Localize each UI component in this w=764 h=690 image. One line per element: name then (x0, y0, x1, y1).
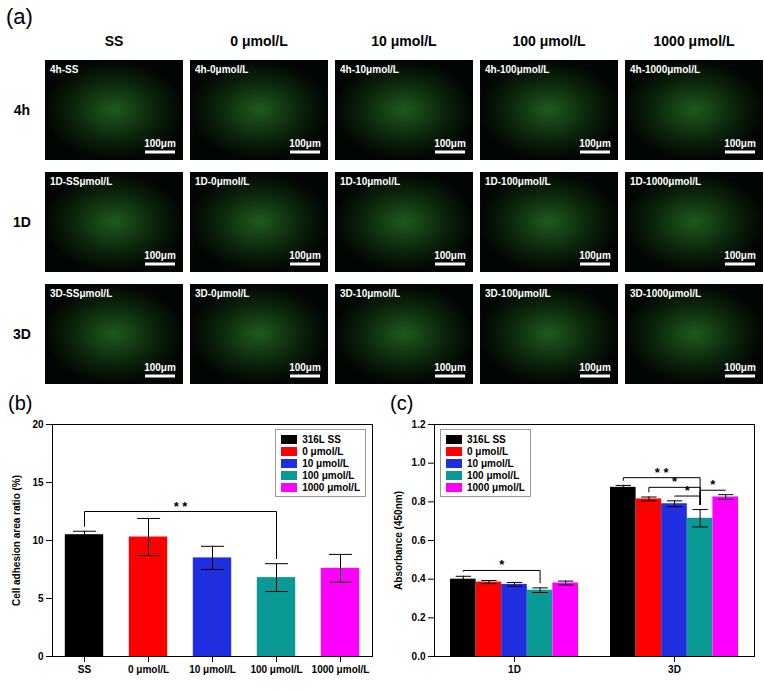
svg-text:* *: * * (655, 465, 670, 480)
svg-text:100μm: 100μm (724, 250, 756, 261)
svg-text:0.6: 0.6 (412, 535, 426, 546)
svg-text:100μm: 100μm (724, 138, 756, 149)
svg-text:4h-SS: 4h-SS (50, 64, 79, 75)
svg-text:3D-SSμmol/L: 3D-SSμmol/L (50, 288, 112, 299)
svg-text:0.4: 0.4 (412, 573, 426, 584)
svg-text:10 μmol/L: 10 μmol/L (189, 664, 236, 675)
svg-text:100μm: 100μm (144, 250, 176, 261)
svg-text:100μm: 100μm (289, 138, 321, 149)
svg-text:100μm: 100μm (144, 362, 176, 373)
svg-text:0: 0 (38, 651, 44, 662)
svg-text:*: * (685, 483, 691, 498)
svg-text:0.8: 0.8 (412, 496, 426, 507)
svg-text:(a): (a) (6, 4, 33, 29)
svg-text:100μm: 100μm (289, 362, 321, 373)
html-text:(b): (b) (8, 392, 33, 414)
svg-text:10: 10 (32, 535, 44, 546)
html-text:10 μmol/L: 10 μmol/L (467, 457, 514, 469)
svg-text:*: * (499, 557, 505, 572)
svg-text:*: * (672, 474, 678, 489)
svg-text:100μm: 100μm (724, 362, 756, 373)
svg-text:15: 15 (32, 477, 44, 488)
svg-text:4h: 4h (14, 102, 30, 118)
svg-text:Cell adhesion area ratio (%): Cell adhesion area ratio (%) (11, 475, 22, 606)
svg-text:100 μmol/L: 100 μmol/L (512, 33, 586, 49)
svg-text:100μm: 100μm (434, 250, 466, 261)
svg-text:4h-100μmol/L: 4h-100μmol/L (485, 64, 549, 75)
svg-text:1D: 1D (13, 214, 31, 230)
svg-text:100μm: 100μm (579, 138, 611, 149)
html-text:0 μmol/L: 0 μmol/L (467, 445, 509, 457)
svg-text:100μm: 100μm (579, 250, 611, 261)
svg-text:3D-1000μmol/L: 3D-1000μmol/L (630, 288, 701, 299)
svg-text:0 μmol/L: 0 μmol/L (128, 664, 169, 675)
svg-text:0.0: 0.0 (412, 651, 426, 662)
svg-text:Absorbance (450nm): Absorbance (450nm) (393, 491, 404, 590)
html-text:100 μmol/L: 100 μmol/L (467, 469, 520, 481)
svg-text:100μm: 100μm (144, 138, 176, 149)
svg-text:4h-0μmol/L: 4h-0μmol/L (195, 64, 248, 75)
html-text:10 μmol/L: 10 μmol/L (302, 457, 349, 469)
svg-text:0.2: 0.2 (412, 612, 426, 623)
svg-text:1D-SSμmol/L: 1D-SSμmol/L (50, 176, 112, 187)
svg-text:0 μmol/L: 0 μmol/L (230, 33, 288, 49)
svg-text:* *: * * (174, 499, 189, 514)
svg-text:10 μmol/L: 10 μmol/L (371, 33, 437, 49)
svg-text:3D-100μmol/L: 3D-100μmol/L (485, 288, 551, 299)
svg-text:1D-100μmol/L: 1D-100μmol/L (485, 176, 551, 187)
html-text:1000 μmol/L: 1000 μmol/L (302, 481, 360, 493)
svg-text:*: * (710, 477, 716, 492)
svg-text:3D-10μmol/L: 3D-10μmol/L (340, 288, 400, 299)
svg-text:20: 20 (32, 419, 44, 430)
svg-text:1.2: 1.2 (412, 419, 426, 430)
html-text:316L SS: 316L SS (302, 433, 341, 445)
svg-text:4h-1000μmol/L: 4h-1000μmol/L (630, 64, 700, 75)
svg-text:SS: SS (78, 664, 92, 675)
svg-text:1D-10μmol/L: 1D-10μmol/L (340, 176, 400, 187)
svg-text:3D-0μmol/L: 3D-0μmol/L (195, 288, 249, 299)
svg-text:100μm: 100μm (434, 138, 466, 149)
svg-text:3D: 3D (13, 326, 31, 342)
svg-text:100μm: 100μm (579, 362, 611, 373)
svg-text:100μm: 100μm (289, 250, 321, 261)
html-text:(c): (c) (390, 392, 414, 414)
svg-text:100μm: 100μm (434, 362, 466, 373)
svg-text:1000 μmol/L: 1000 μmol/L (312, 664, 370, 675)
svg-text:5: 5 (38, 593, 44, 604)
svg-text:1D-0μmol/L: 1D-0μmol/L (195, 176, 249, 187)
html-text:1000 μmol/L: 1000 μmol/L (467, 481, 525, 493)
html-text:0 μmol/L: 0 μmol/L (302, 445, 344, 457)
svg-text:1.0: 1.0 (412, 457, 426, 468)
html-text:316L SS: 316L SS (467, 433, 506, 445)
svg-text:1D: 1D (508, 664, 521, 675)
svg-text:4h-10μmol/L: 4h-10μmol/L (340, 64, 399, 75)
svg-text:1D-1000μmol/L: 1D-1000μmol/L (630, 176, 701, 187)
svg-text:100 μmol/L: 100 μmol/L (250, 664, 302, 675)
svg-text:SS: SS (105, 33, 124, 49)
html-text:100 μmol/L: 100 μmol/L (302, 469, 355, 481)
svg-text:3D: 3D (668, 664, 681, 675)
svg-text:1000 μmol/L: 1000 μmol/L (654, 33, 735, 49)
